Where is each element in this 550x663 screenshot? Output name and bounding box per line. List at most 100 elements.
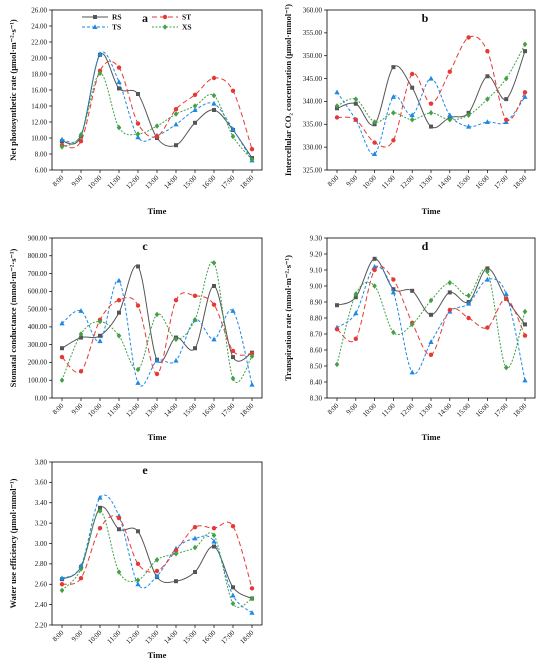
series-line-XS bbox=[61, 72, 253, 160]
data-point-TS bbox=[154, 573, 160, 579]
data-point-RS bbox=[485, 266, 490, 271]
y-tick-label: 8.90 bbox=[310, 298, 323, 306]
data-point-TS bbox=[522, 377, 528, 383]
data-point-XS bbox=[211, 260, 217, 266]
y-tick-label: 10.00 bbox=[31, 134, 47, 142]
series-line-XS bbox=[61, 261, 253, 383]
x-tick-label: 13:00 bbox=[417, 401, 434, 418]
data-point-TS bbox=[503, 291, 509, 296]
data-point-ST bbox=[466, 35, 471, 40]
y-tick-label: 0.00 bbox=[35, 394, 48, 402]
data-point-RS bbox=[429, 312, 433, 317]
x-tick-label: 16:00 bbox=[200, 628, 217, 645]
x-tick-label: 18:00 bbox=[238, 628, 255, 645]
y-tick-label: 345.00 bbox=[303, 75, 323, 83]
y-tick-label: 800.00 bbox=[28, 252, 48, 260]
data-point-TS bbox=[154, 357, 160, 363]
y-tick-label: 8.30 bbox=[310, 394, 323, 402]
y-tick-label: 200.00 bbox=[28, 359, 48, 367]
data-point-XS bbox=[249, 156, 255, 163]
data-point-XS bbox=[249, 353, 255, 360]
y-tick-label: 9.10 bbox=[310, 266, 323, 274]
legend-label-XS: XS bbox=[182, 23, 192, 32]
y-tick-label: 18.00 bbox=[31, 70, 47, 78]
data-point-ST bbox=[116, 298, 122, 303]
data-point-XS bbox=[353, 96, 359, 102]
x-tick-label: 16:00 bbox=[474, 401, 491, 418]
data-point-RS bbox=[117, 527, 121, 532]
legend-marker-ST bbox=[162, 14, 168, 20]
x-tick-label: 15:00 bbox=[181, 173, 198, 190]
x-tick-label: 11:00 bbox=[106, 401, 123, 418]
data-point-XS bbox=[135, 366, 141, 373]
x-tick-label: 17:00 bbox=[493, 401, 510, 418]
data-point-TS bbox=[353, 310, 359, 316]
x-tick-label: 14:00 bbox=[436, 173, 453, 190]
data-point-XS bbox=[522, 41, 528, 48]
x-tick-label: 13:00 bbox=[143, 401, 160, 418]
data-point-ST bbox=[116, 515, 122, 521]
x-tick-label: 9:00 bbox=[345, 401, 360, 416]
y-tick-label: 340.00 bbox=[303, 98, 323, 106]
series-RS bbox=[335, 49, 527, 129]
x-axis-title: Time bbox=[422, 432, 441, 442]
x-tick-label: 16:00 bbox=[474, 173, 491, 190]
y-tick-label: 350.00 bbox=[303, 52, 323, 60]
data-point-XS bbox=[230, 133, 236, 140]
data-point-XS bbox=[116, 569, 122, 575]
data-point-ST bbox=[504, 296, 509, 301]
y-tick-label: 8.70 bbox=[310, 330, 323, 338]
y-tick-label: 100.00 bbox=[28, 377, 48, 385]
x-tick-label: 18:00 bbox=[511, 401, 528, 418]
data-point-ST bbox=[391, 138, 396, 143]
x-tick-label: 11:00 bbox=[380, 173, 397, 190]
y-axis-title: Intercellular CO₂ concentration (μmol·mm… bbox=[283, 4, 293, 176]
y-tick-label: 9.00 bbox=[310, 282, 323, 290]
data-point-TS bbox=[230, 126, 236, 132]
y-axis-title: Transpiration rate (mmol·m⁻²·s⁻¹) bbox=[283, 255, 293, 381]
legend-marker-TS bbox=[92, 24, 98, 29]
series-ST bbox=[334, 35, 528, 148]
data-point-XS bbox=[154, 123, 160, 129]
data-point-RS bbox=[60, 346, 64, 351]
data-point-ST bbox=[249, 586, 255, 591]
data-point-TS bbox=[59, 575, 65, 581]
data-point-TS bbox=[409, 112, 415, 118]
y-tick-label: 9.30 bbox=[310, 234, 323, 242]
data-point-RS bbox=[231, 355, 235, 360]
data-point-RS bbox=[79, 335, 83, 340]
data-point-XS bbox=[173, 111, 179, 117]
data-point-XS bbox=[116, 332, 122, 339]
data-point-XS bbox=[211, 92, 217, 99]
y-tick-label: 14.00 bbox=[31, 102, 47, 110]
data-point-TS bbox=[59, 136, 65, 142]
data-point-RS bbox=[504, 97, 509, 102]
data-point-XS bbox=[428, 110, 434, 116]
x-tick-label: 9:00 bbox=[345, 173, 360, 188]
data-point-XS bbox=[391, 110, 396, 116]
data-point-TS bbox=[466, 300, 472, 306]
data-point-TS bbox=[522, 94, 528, 99]
x-tick-label: 10:00 bbox=[86, 401, 103, 418]
panel-d: 8.30 8.40 8.50 8.60 8.70 8.80 8.90 9.00 9.10 9.20… bbox=[283, 234, 536, 442]
data-point-XS bbox=[97, 70, 103, 76]
data-point-XS bbox=[59, 587, 65, 594]
data-point-ST bbox=[192, 525, 198, 530]
x-tick-label: 18:00 bbox=[238, 401, 255, 418]
y-tick-label: 8.60 bbox=[310, 346, 323, 354]
data-point-XS bbox=[466, 292, 471, 299]
data-point-RS bbox=[391, 65, 396, 70]
y-tick-label: 6.00 bbox=[35, 166, 48, 174]
data-point-ST bbox=[173, 298, 179, 303]
data-point-ST bbox=[504, 117, 509, 122]
y-tick-label: 500.00 bbox=[28, 305, 48, 313]
x-axis-title: Time bbox=[148, 432, 167, 442]
series-ST bbox=[59, 515, 255, 591]
x-axis-title: Time bbox=[422, 206, 441, 216]
data-point-TS bbox=[192, 107, 198, 112]
x-tick-label: 11:00 bbox=[106, 628, 123, 645]
data-point-RS bbox=[231, 585, 235, 590]
data-point-XS bbox=[97, 508, 103, 514]
x-tick-label: 16:00 bbox=[200, 401, 217, 418]
